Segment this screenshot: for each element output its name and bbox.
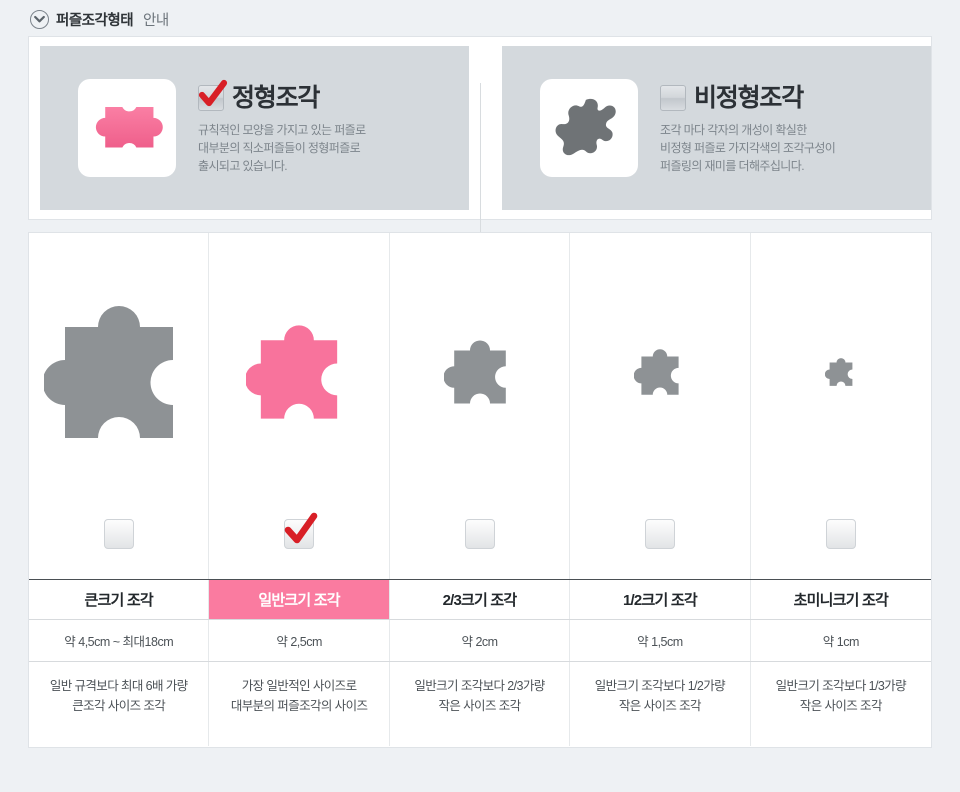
description-line: 비정형 퍼즐로 가지각색의 조각구성이 — [660, 141, 836, 155]
size-measure-half: 약 1,5cm — [570, 620, 751, 661]
panel-divider — [480, 83, 481, 243]
size-option-half[interactable] — [570, 233, 751, 579]
size-checkbox-ultra-mini[interactable] — [825, 519, 856, 549]
description-line: 작은 사이즈 조각 — [438, 699, 521, 713]
size-measure-ultra-mini: 약 1cm — [822, 635, 860, 649]
size-name-large[interactable]: 큰크기 조각 — [29, 580, 210, 619]
check-icon — [198, 79, 228, 107]
size-checkbox-half[interactable] — [644, 519, 675, 549]
shape-panel-irregular[interactable]: 비정형조각 조각 마다 각자의 개성이 확실한 비정형 퍼즐로 가지각색의 조각… — [476, 37, 931, 219]
shape-checkbox-irregular[interactable] — [660, 85, 686, 111]
description-line: 출시되고 있습니다. — [198, 159, 288, 173]
size-checkbox-normal[interactable] — [284, 512, 318, 549]
size-measure-two-thirds: 약 2cm — [390, 620, 571, 661]
size-option-normal[interactable] — [209, 233, 390, 579]
puzzle-piece-gray-icon — [390, 233, 569, 511]
shape-checkbox-regular[interactable] — [198, 79, 228, 111]
puzzle-piece-irregular-gray-icon — [540, 79, 638, 177]
size-name-ultra-mini[interactable]: 초미니크기 조각 — [793, 592, 889, 609]
description-line: 일반 규격보다 최대 6배 가량 — [49, 679, 188, 693]
chevron-down-circle-icon — [30, 9, 49, 29]
description-line: 작은 사이즈 조각 — [799, 699, 883, 713]
size-name-half[interactable]: 1/2크기 조각 — [570, 580, 751, 619]
puzzle-piece-pink-icon — [209, 233, 388, 511]
size-option-two-thirds[interactable] — [390, 233, 571, 579]
shape-panel-regular[interactable]: 정형조각 규칙적인 모양을 가지고 있는 퍼즐로 대부분의 직소퍼즐들이 정형퍼… — [29, 37, 476, 219]
size-description-ultra-mini: 일반크기 조각보다 1/3가량 작은 사이즈 조각 — [751, 662, 931, 746]
size-description-row: 일반 규격보다 최대 6배 가량 큰조각 사이즈 조각 가장 일반적인 사이즈로… — [29, 662, 931, 746]
description-line: 가장 일반적인 사이즈로 — [241, 679, 357, 693]
checkbox-face — [644, 519, 675, 549]
description-line: 대부분의 직소퍼즐들이 정형퍼즐로 — [198, 141, 361, 155]
size-description-normal: 가장 일반적인 사이즈로 대부분의 퍼즐조각의 사이즈 — [209, 662, 390, 746]
size-option-large[interactable] — [29, 233, 210, 579]
size-measure-row: 약 4,5cm ~ 최대18cm 약 2,5cm 약 2cm 약 1,5cm 약… — [29, 620, 931, 662]
puzzle-piece-gray-icon — [29, 233, 208, 511]
piece-size-table: 큰크기 조각 일반크기 조각 2/3크기 조각 1/2크기 조각 초미니크기 조… — [28, 232, 932, 748]
piece-preview-row — [29, 233, 931, 579]
page-header: 퍼즐조각형태 안내 — [30, 6, 169, 32]
description-line: 규칙적인 모양을 가지고 있는 퍼즐로 — [198, 123, 366, 137]
description-line: 대부분의 퍼즐조각의 사이즈 — [230, 699, 368, 713]
size-option-ultra-mini[interactable] — [751, 233, 931, 579]
puzzle-piece-gray-icon — [570, 233, 749, 511]
checkbox-face — [660, 85, 686, 111]
checkbox-face — [103, 519, 134, 549]
size-description-half: 일반크기 조각보다 1/2가량 작은 사이즈 조각 — [570, 662, 751, 746]
size-description-large: 일반 규격보다 최대 6배 가량 큰조각 사이즈 조각 — [29, 662, 210, 746]
description-line: 일반크기 조각보다 1/2가량 — [594, 679, 726, 693]
description-line: 조각 마다 각자의 개성이 확실한 — [660, 123, 807, 137]
description-line: 작은 사이즈 조각 — [618, 699, 702, 713]
puzzle-piece-pink-icon — [78, 79, 176, 177]
shape-panel-description: 조각 마다 각자의 개성이 확실한 비정형 퍼즐로 가지각색의 조각구성이 퍼즐… — [660, 121, 931, 175]
shape-panel-description: 규칙적인 모양을 가지고 있는 퍼즐로 대부분의 직소퍼즐들이 정형퍼즐로 출시… — [198, 121, 469, 175]
size-checkbox-large[interactable] — [103, 519, 134, 549]
shape-panel-title: 정형조각 — [232, 84, 320, 112]
size-name-two-thirds[interactable]: 2/3크기 조각 — [390, 580, 571, 619]
shape-panel-title: 비정형조각 — [694, 84, 804, 112]
size-measure-large: 약 4,5cm ~ 최대18cm — [29, 620, 210, 661]
page-title: 퍼즐조각형태 — [56, 12, 134, 29]
size-checkbox-two-thirds[interactable] — [464, 519, 495, 549]
page-title-suffix: 안내 — [143, 12, 169, 29]
puzzle-piece-gray-icon — [751, 233, 931, 511]
size-name-row: 큰크기 조각 일반크기 조각 2/3크기 조각 1/2크기 조각 초미니크기 조… — [29, 579, 931, 620]
size-description-two-thirds: 일반크기 조각보다 2/3가량 작은 사이즈 조각 — [390, 662, 571, 746]
description-line: 큰조각 사이즈 조각 — [72, 699, 166, 713]
description-line: 일반크기 조각보다 1/3가량 — [775, 679, 907, 693]
check-icon — [284, 512, 318, 544]
size-measure-normal: 약 2,5cm — [209, 620, 390, 661]
checkbox-face — [825, 519, 856, 549]
shape-type-panel-group: 정형조각 규칙적인 모양을 가지고 있는 퍼즐로 대부분의 직소퍼즐들이 정형퍼… — [28, 36, 932, 243]
description-line: 일반크기 조각보다 2/3가량 — [414, 679, 545, 693]
size-name-normal[interactable]: 일반크기 조각 — [209, 580, 390, 619]
checkbox-face — [464, 519, 495, 549]
description-line: 퍼즐링의 재미를 더해주십니다. — [660, 159, 805, 173]
